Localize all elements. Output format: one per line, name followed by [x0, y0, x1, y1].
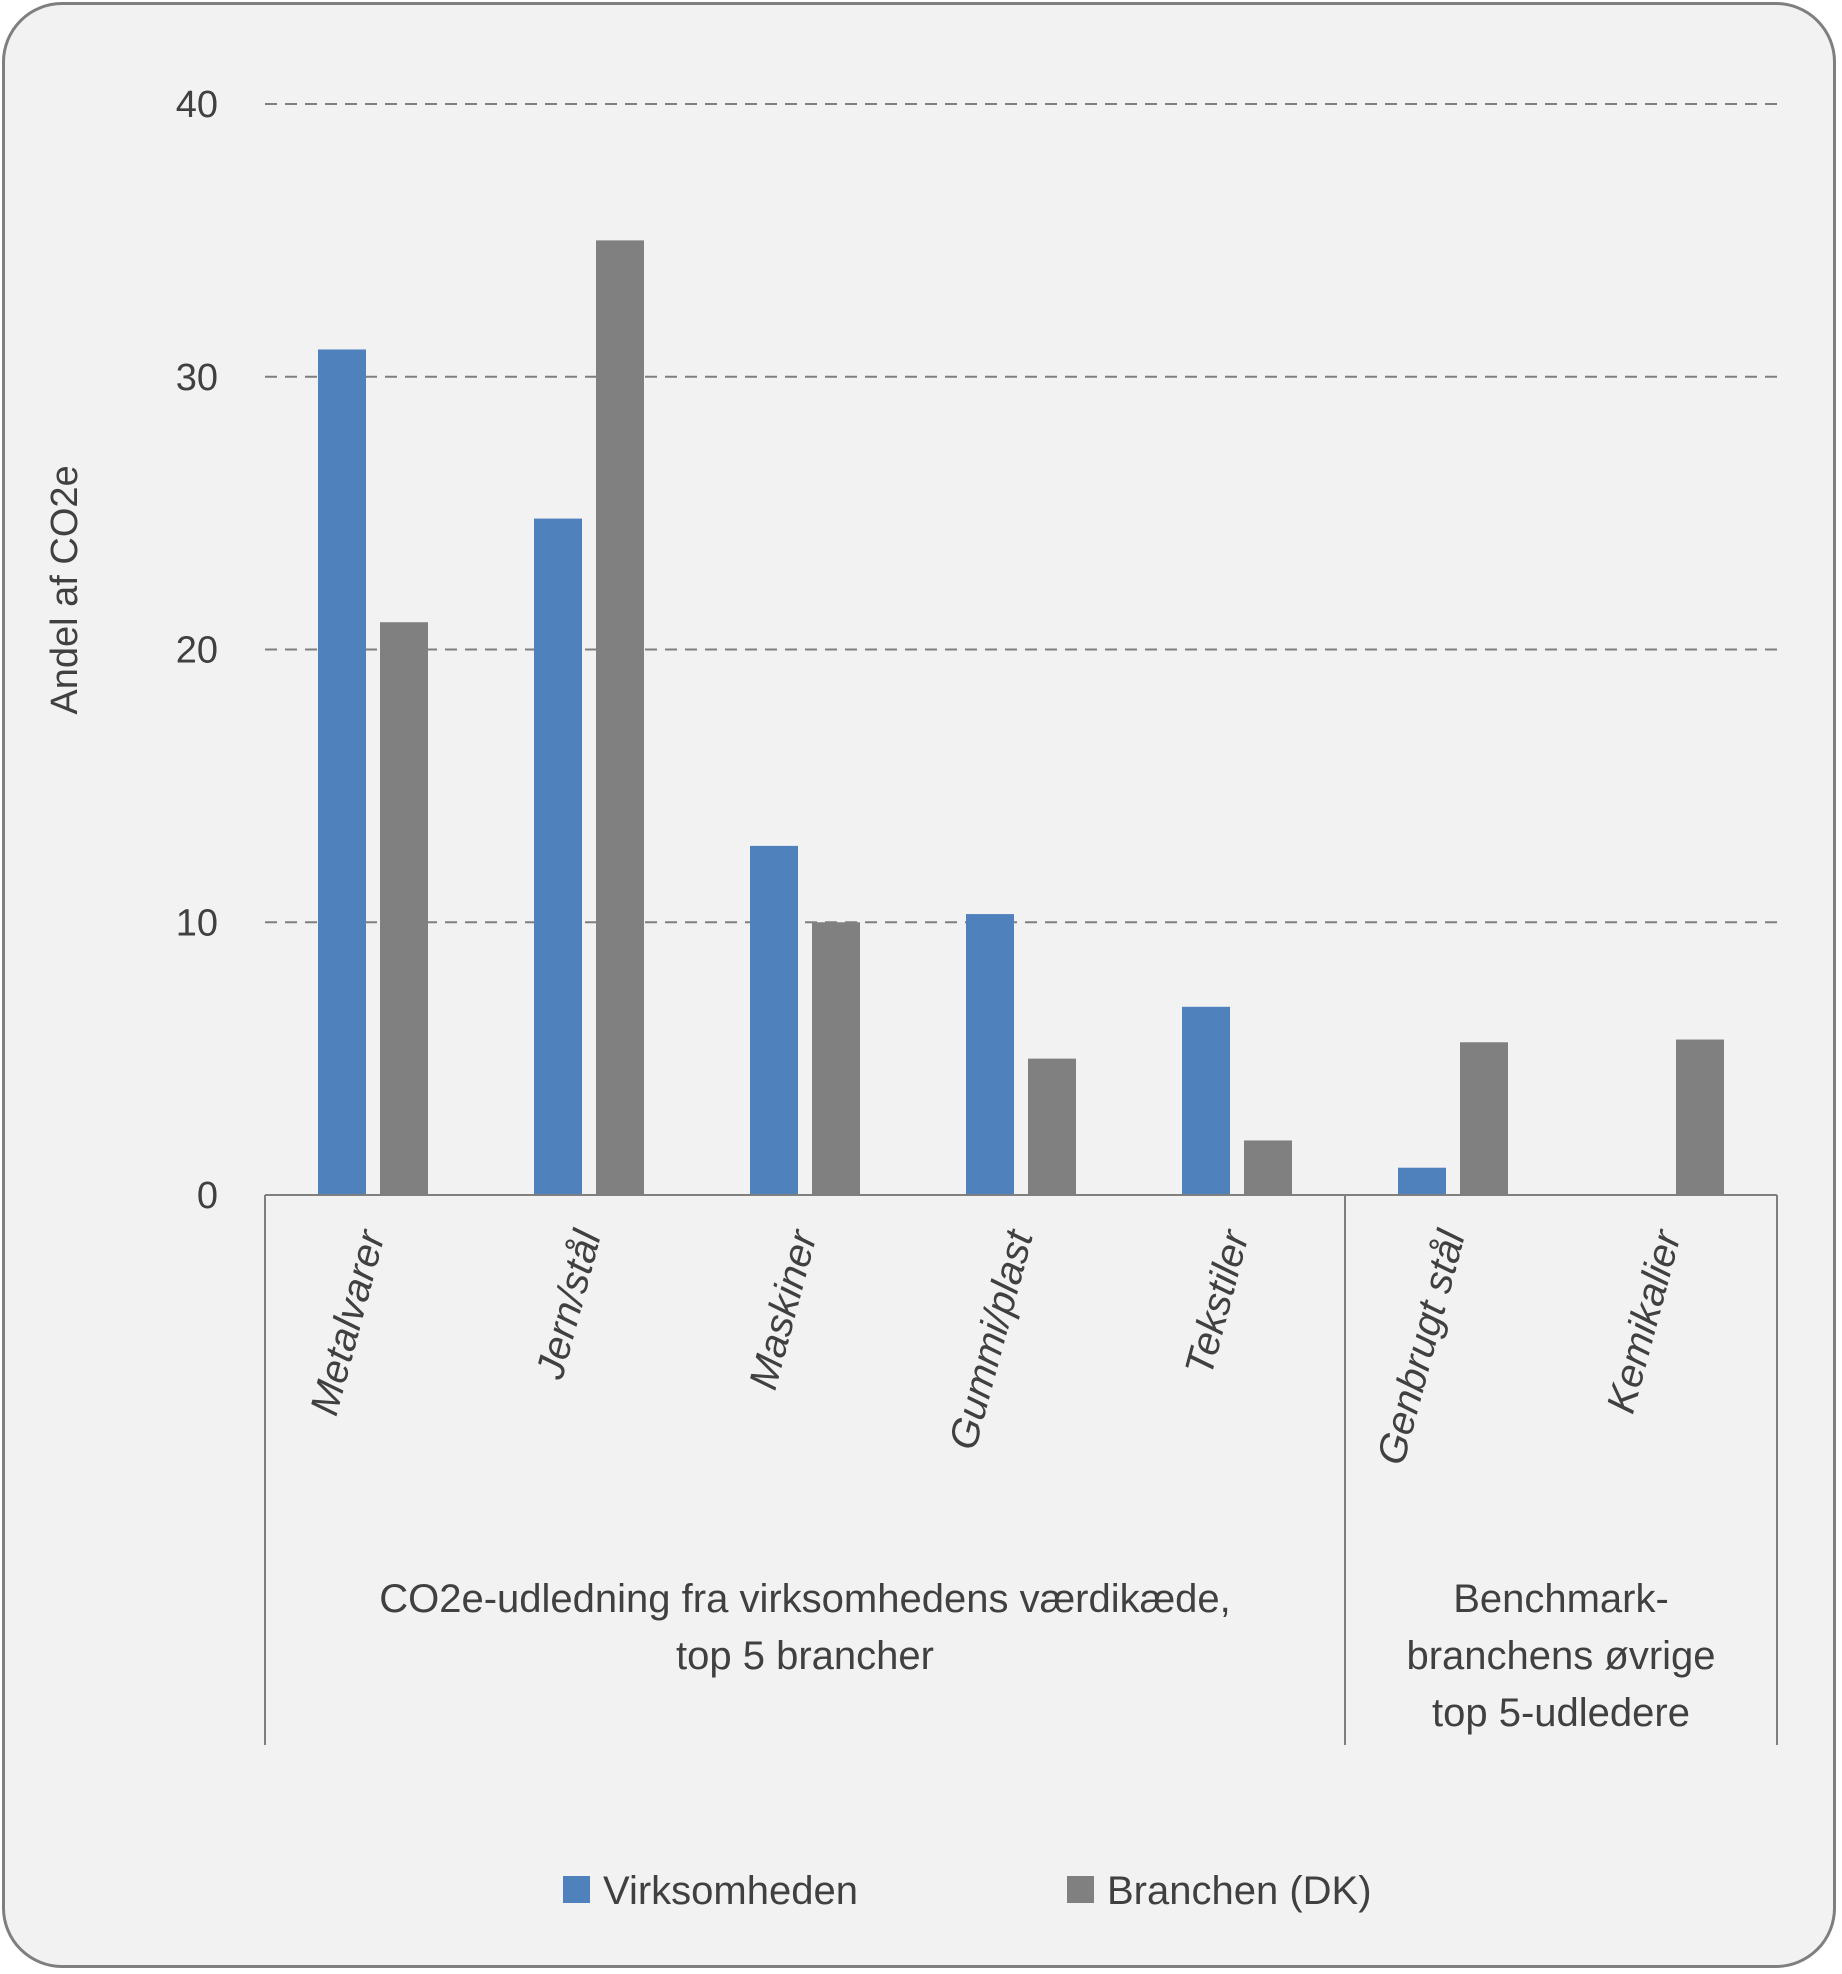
category-label: Metalvarer: [302, 1224, 394, 1420]
group-labels: CO2e-udledning fra virksomhedens værdikæ…: [379, 1577, 1715, 1735]
group-label: branchens øvrige: [1406, 1634, 1715, 1678]
legend-label: Virksomheden: [603, 1869, 858, 1913]
group-label: top 5-udledere: [1432, 1691, 1690, 1735]
category-label: Tekstiler: [1177, 1224, 1258, 1379]
category-label: Jern/stål: [528, 1225, 610, 1384]
bar-virksomheden-3: [966, 914, 1014, 1195]
group-label: CO2e-udledning fra virksomhedens værdikæ…: [379, 1577, 1231, 1621]
group-label: Benchmark-: [1453, 1577, 1669, 1621]
y-tick-label: 30: [176, 357, 218, 399]
bars: [318, 240, 1724, 1196]
bar-virksomheden-2: [750, 845, 798, 1195]
bar-virksomheden-5: [1398, 1167, 1446, 1195]
legend-swatch-virksomheden: [563, 1876, 590, 1903]
y-tick-label: 0: [197, 1175, 218, 1217]
category-label: Gummi/plast: [941, 1224, 1042, 1454]
bar-virksomheden-0: [318, 349, 366, 1196]
category-label: Kemikalier: [1599, 1224, 1690, 1417]
bar-branchen-5: [1460, 1042, 1508, 1195]
group-label: top 5 brancher: [676, 1634, 934, 1678]
bar-branchen-6: [1676, 1039, 1724, 1195]
legend: Virksomheden Branchen (DK): [563, 1869, 1372, 1913]
y-tick-labels: 0 10 20 30 40: [176, 84, 218, 1217]
bar-branchen-2: [812, 922, 860, 1195]
grid-lines: [265, 103, 1777, 924]
category-label: Genbrugt stål: [1369, 1225, 1474, 1469]
legend-label: Branchen (DK): [1107, 1869, 1372, 1913]
axes: [264, 1194, 1778, 1745]
bar-branchen-3: [1028, 1058, 1076, 1195]
y-axis-title: Andel af CO2e: [44, 465, 86, 714]
bar-branchen-4: [1244, 1140, 1292, 1195]
legend-swatch-branchen: [1067, 1876, 1094, 1903]
category-labels: Metalvarer Jern/stål Maskiner Gummi/plast Te…: [302, 1224, 1690, 1469]
bar-virksomheden-1: [534, 518, 582, 1195]
y-tick-label: 10: [176, 902, 218, 944]
y-tick-label: 20: [176, 630, 218, 672]
bar-branchen-1: [596, 240, 644, 1195]
bar-branchen-0: [380, 622, 428, 1195]
bar-virksomheden-4: [1182, 1006, 1230, 1195]
category-label: Maskiner: [741, 1224, 826, 1394]
y-tick-label: 40: [176, 84, 218, 126]
